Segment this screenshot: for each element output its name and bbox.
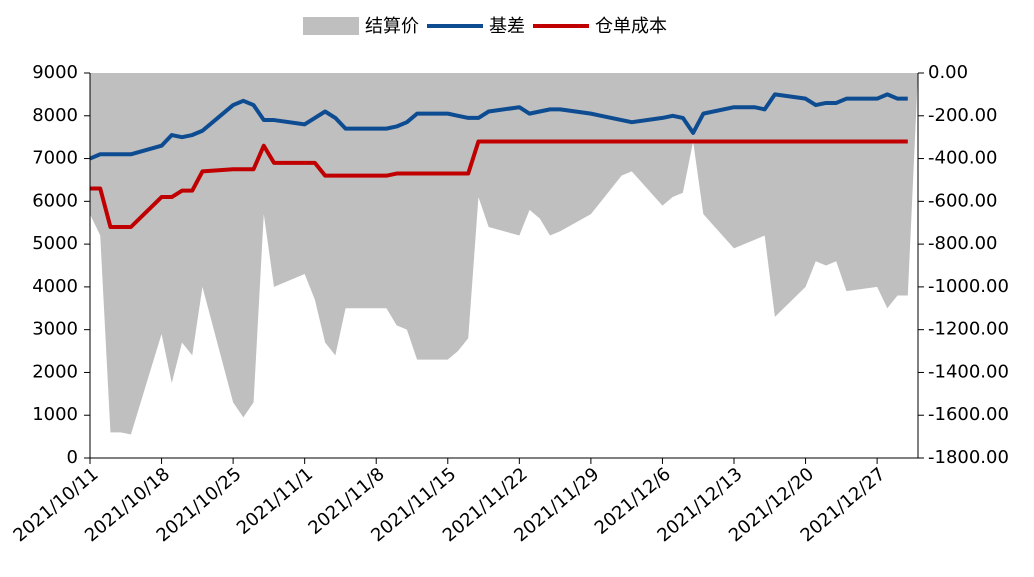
y-tick-label: 1000: [32, 404, 78, 425]
y2-tick-label: -1800.00: [928, 447, 1009, 468]
y2-tick-label: 0.00: [928, 62, 968, 83]
y2-tick-label: -1200.00: [928, 319, 1009, 340]
y2-tick-label: -800.00: [928, 233, 997, 254]
y2-tick-label: -1400.00: [928, 361, 1009, 382]
x-tick-label: 2021/11/1: [233, 464, 317, 539]
y2-tick-label: -400.00: [928, 148, 997, 169]
y2-tick-label: -1600.00: [928, 404, 1009, 425]
legend-label: 仓单成本: [595, 16, 667, 37]
area: [90, 73, 918, 435]
y2-tick-label: -1000.00: [928, 276, 1009, 297]
legend-label: 结算价: [365, 16, 419, 37]
y2-tick-label: -200.00: [928, 105, 997, 126]
line: [90, 139, 908, 229]
y-tick-label: 3000: [32, 319, 78, 340]
y-tick-label: 0: [67, 447, 78, 468]
y2-tick-label: -600.00: [928, 190, 997, 211]
y-tick-label: 5000: [32, 233, 78, 254]
y-tick-label: 9000: [32, 62, 78, 83]
y-tick-label: 6000: [32, 190, 78, 211]
y-tick-label: 4000: [32, 276, 78, 297]
y-tick-label: 7000: [32, 148, 78, 169]
y-tick-label: 8000: [32, 105, 78, 126]
line: [89, 92, 908, 161]
y-tick-label: 2000: [32, 361, 78, 382]
legend-swatch: [303, 17, 359, 35]
legend-label: 基差: [489, 16, 525, 37]
